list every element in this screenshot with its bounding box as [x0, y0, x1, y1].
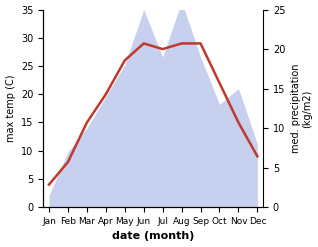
Y-axis label: max temp (C): max temp (C) — [5, 75, 16, 142]
X-axis label: date (month): date (month) — [112, 231, 194, 242]
Y-axis label: med. precipitation
(kg/m2): med. precipitation (kg/m2) — [291, 64, 313, 153]
